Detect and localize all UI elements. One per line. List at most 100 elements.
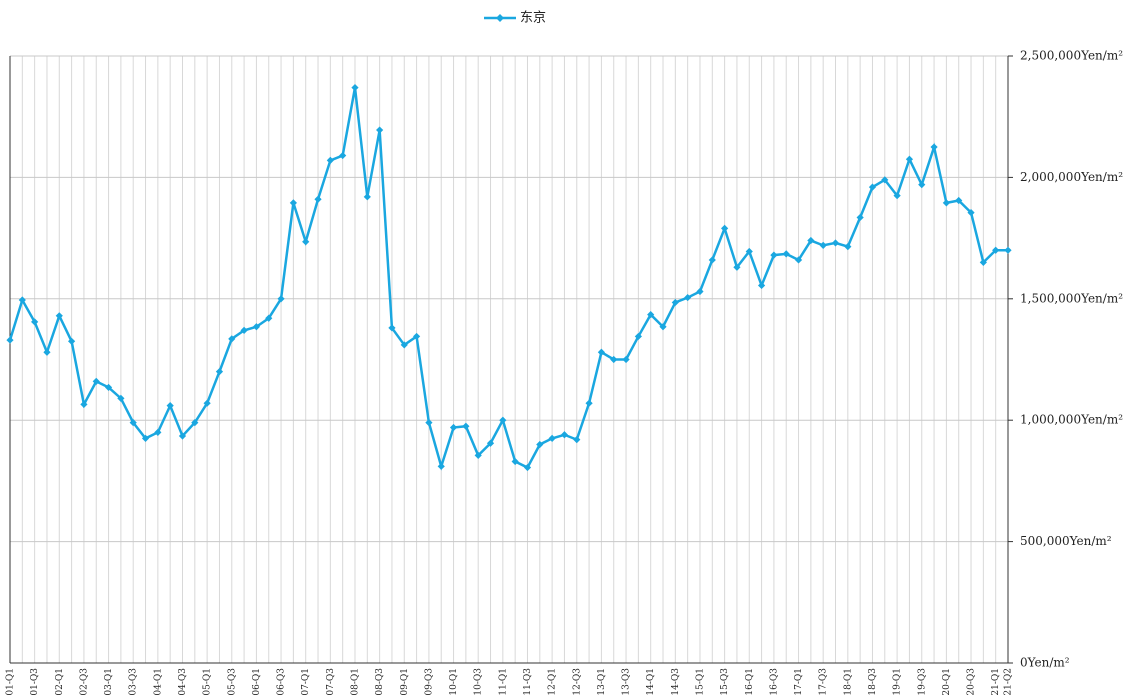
point [560, 431, 569, 439]
point [696, 287, 704, 296]
point [671, 298, 679, 307]
point [351, 83, 359, 92]
point [684, 293, 692, 302]
point [154, 428, 162, 436]
x-tick-label: 01-Q1 [6, 668, 16, 696]
x-tick-label: 20-Q3 [967, 668, 977, 696]
point [548, 434, 556, 443]
legend-marker [496, 14, 504, 22]
point [18, 296, 26, 304]
x-tick-label: 10-Q3 [474, 668, 484, 696]
x-tick-label: 07-Q3 [326, 668, 336, 696]
point [80, 400, 88, 409]
point [302, 238, 310, 246]
point [474, 451, 482, 460]
x-tick-label: 21-Q2 [1004, 668, 1014, 696]
x-tick-label: 11-Q1 [498, 668, 508, 696]
x-tick-label: 19-Q3 [917, 668, 927, 696]
point [585, 399, 593, 407]
point [536, 440, 544, 449]
point [992, 246, 1000, 254]
x-tick-label: 06-Q3 [277, 668, 287, 696]
point [31, 318, 39, 326]
point [967, 209, 975, 217]
point [326, 156, 334, 165]
point [708, 256, 716, 264]
x-tick-label: 18-Q3 [868, 668, 878, 696]
point [523, 463, 532, 472]
x-tick-label: 16-Q3 [769, 668, 779, 696]
point [905, 155, 914, 163]
y-tick-label: 500,000Yen/m² [1020, 534, 1112, 548]
point [610, 355, 618, 364]
point [363, 193, 371, 201]
x-tick-label: 03-Q1 [104, 668, 114, 696]
point [634, 332, 642, 341]
point [770, 251, 778, 259]
point [782, 250, 790, 258]
x-tick-label: 08-Q1 [350, 668, 360, 696]
point [104, 383, 113, 392]
point [203, 399, 211, 407]
point [252, 323, 261, 331]
point [449, 423, 458, 432]
point [745, 247, 753, 256]
point [178, 432, 187, 440]
x-tick-label: 14-Q3 [671, 668, 681, 696]
point [918, 181, 926, 189]
point [265, 314, 273, 322]
point [425, 419, 433, 427]
x-tick-label: 02-Q1 [55, 668, 65, 696]
point [794, 256, 803, 264]
point [881, 176, 889, 184]
point [597, 348, 606, 356]
x-tick-label: 13-Q1 [597, 668, 607, 696]
x-tick-label: 09-Q3 [424, 668, 434, 696]
x-tick-label: 04-Q3 [178, 668, 188, 696]
point [511, 457, 519, 466]
series-line [8, 87, 1008, 471]
x-tick-label: 15-Q3 [720, 668, 730, 696]
point [240, 326, 248, 334]
point [757, 281, 766, 290]
point [647, 310, 655, 319]
legend-label: 东京 [520, 11, 546, 26]
y-tick-label: 1,500,000Yen/m² [1020, 291, 1123, 305]
x-tick-label: 01-Q3 [30, 668, 40, 696]
point [376, 126, 384, 134]
point [955, 196, 963, 205]
point [314, 195, 322, 203]
point [191, 419, 199, 427]
point [819, 241, 827, 249]
x-tick-label: 14-Q1 [646, 668, 656, 696]
x-tick-label: 06-Q1 [252, 668, 262, 696]
y-tick-label: 2,500,000Yen/m² [1020, 49, 1123, 63]
x-tick-label: 08-Q3 [375, 668, 385, 696]
x-tick-label: 15-Q1 [695, 668, 705, 696]
point [831, 239, 840, 247]
x-tick-label: 17-Q1 [794, 668, 804, 696]
x-tick-label: 02-Q3 [79, 668, 89, 696]
x-tick-label: 16-Q1 [745, 668, 755, 696]
point [388, 324, 396, 332]
y-tick-label: 2,000,000Yen/m² [1020, 170, 1123, 184]
point [807, 236, 815, 245]
point [215, 368, 224, 376]
point [622, 355, 630, 364]
point [339, 151, 347, 160]
point [930, 143, 938, 151]
point [844, 242, 852, 251]
point [43, 348, 51, 356]
point [659, 323, 667, 331]
point [228, 335, 236, 343]
x-tick-label: 18-Q1 [843, 668, 853, 696]
point [721, 224, 729, 232]
x-tick-label: 04-Q1 [153, 668, 163, 696]
point [486, 439, 495, 447]
x-tick-label: 11-Q3 [523, 668, 533, 696]
point [733, 263, 741, 271]
point [856, 213, 864, 222]
point [289, 199, 297, 207]
point [129, 419, 137, 427]
